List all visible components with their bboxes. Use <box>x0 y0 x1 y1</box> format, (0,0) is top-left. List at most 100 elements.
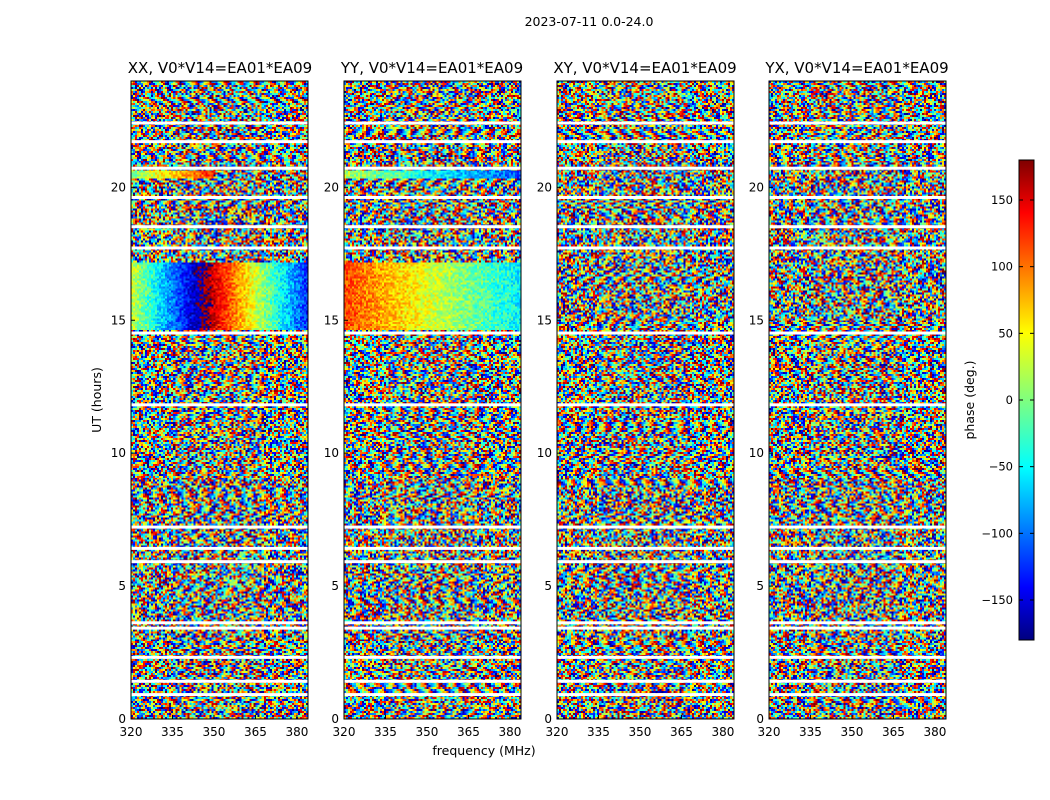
x-tick-label: 350 <box>629 725 652 739</box>
flagged-row <box>557 166 734 170</box>
heatmap-image <box>769 81 946 719</box>
flagged-row <box>557 525 734 529</box>
y-tick-label: 20 <box>324 180 339 194</box>
flagged-row <box>557 331 734 335</box>
flagged-row <box>557 679 734 683</box>
y-tick-label: 0 <box>544 712 552 726</box>
flagged-row <box>557 626 734 630</box>
x-tick-label: 380 <box>711 725 734 739</box>
flagged-row <box>131 626 308 630</box>
flagged-row <box>557 195 734 199</box>
colorbar-tick-label: −150 <box>981 593 1013 607</box>
colorbar: phase (deg.) 150 100 50 0 −50 −100 −150 <box>962 159 1035 641</box>
flagged-row <box>131 679 308 683</box>
flagged-row <box>769 525 946 529</box>
colorbar-tick-label: −100 <box>981 526 1013 540</box>
figure-suptitle: 2023-07-11 0.0-24.0 <box>525 14 654 29</box>
x-tick-label: 380 <box>285 725 308 739</box>
flagged-row <box>769 403 946 407</box>
heatmap-image <box>557 81 734 719</box>
heatmap-image <box>344 81 521 719</box>
y-axis-label: UT (hours) <box>89 367 104 433</box>
colorbar-tick-label: 0 <box>1006 393 1013 407</box>
x-tick-label: 365 <box>244 725 267 739</box>
y-tick-label: 20 <box>111 180 126 194</box>
flagged-row <box>769 693 946 697</box>
plot-frame <box>130 80 309 720</box>
heatmap-image <box>131 81 308 719</box>
x-tick-label: 365 <box>670 725 693 739</box>
y-tick-label: 10 <box>324 446 339 460</box>
x-tick-label: 365 <box>457 725 480 739</box>
x-tick-label: 320 <box>333 725 356 739</box>
y-tick-label: 5 <box>756 579 764 593</box>
panel-xy: XY, V0*V14=EA01*EA09 320 335 350 365 380 0 5 10… <box>537 59 737 739</box>
flagged-row <box>344 655 521 659</box>
x-tick-label: 350 <box>203 725 226 739</box>
flagged-row <box>769 621 946 625</box>
x-tick-label: 335 <box>374 725 397 739</box>
y-tick-label: 0 <box>118 712 126 726</box>
flagged-row <box>769 626 946 630</box>
flagged-row <box>344 693 521 697</box>
panel-yy: YY, V0*V14=EA01*EA09 frequency (MHz) 320… <box>324 59 536 758</box>
x-tick-label: 365 <box>882 725 905 739</box>
flagged-row <box>769 546 946 550</box>
plot-frame <box>343 80 522 720</box>
flagged-row <box>557 246 734 250</box>
flagged-row <box>557 621 734 625</box>
flagged-row <box>344 679 521 683</box>
y-tick-label: 5 <box>544 579 552 593</box>
colorbar-tick-label: 150 <box>991 193 1013 207</box>
flagged-row <box>131 546 308 550</box>
flagged-row <box>131 166 308 170</box>
panel-title: YX, V0*V14=EA01*EA09 <box>764 59 948 77</box>
y-tick-label: 20 <box>749 180 764 194</box>
x-tick-label: 335 <box>587 725 610 739</box>
flagged-row <box>769 331 946 335</box>
colorbar-label: phase (deg.) <box>962 361 977 440</box>
flagged-row <box>131 246 308 250</box>
flagged-row <box>769 679 946 683</box>
y-tick-label: 20 <box>537 180 552 194</box>
y-tick-label: 15 <box>324 313 339 327</box>
flagged-row <box>344 225 521 229</box>
colorbar-tick-label: 50 <box>998 326 1013 340</box>
flagged-row <box>769 655 946 659</box>
x-tick-label: 335 <box>161 725 184 739</box>
flagged-row <box>131 331 308 335</box>
y-tick-label: 15 <box>537 313 552 327</box>
panel-title: YY, V0*V14=EA01*EA09 <box>340 59 523 77</box>
y-tick-label: 10 <box>537 446 552 460</box>
flagged-row <box>769 560 946 564</box>
y-tick-label: 5 <box>118 579 126 593</box>
flagged-row <box>344 246 521 250</box>
flagged-row <box>769 140 946 144</box>
y-tick-label: 5 <box>331 579 339 593</box>
y-tick-label: 15 <box>749 313 764 327</box>
panel-yx: YX, V0*V14=EA01*EA09 320 335 350 365 380 0 5 10… <box>749 59 949 739</box>
flagged-row <box>557 655 734 659</box>
panel-title: XX, V0*V14=EA01*EA09 <box>128 59 312 77</box>
flagged-row <box>131 225 308 229</box>
flagged-row <box>344 560 521 564</box>
flagged-row <box>769 121 946 125</box>
flagged-row <box>769 166 946 170</box>
x-axis-label: frequency (MHz) <box>432 743 535 758</box>
x-tick-label: 350 <box>841 725 864 739</box>
flagged-row <box>769 246 946 250</box>
y-tick-label: 15 <box>111 313 126 327</box>
flagged-row <box>557 225 734 229</box>
y-tick-label: 10 <box>111 446 126 460</box>
x-tick-label: 380 <box>498 725 521 739</box>
colorbar-tick-label: −50 <box>989 460 1013 474</box>
y-tick-label: 10 <box>749 446 764 460</box>
flagged-row <box>131 140 308 144</box>
colorbar-tick-label: 100 <box>991 260 1013 274</box>
flagged-row <box>557 693 734 697</box>
flagged-row <box>557 121 734 125</box>
flagged-row <box>557 546 734 550</box>
flagged-row <box>131 403 308 407</box>
plot-frame <box>556 80 735 720</box>
